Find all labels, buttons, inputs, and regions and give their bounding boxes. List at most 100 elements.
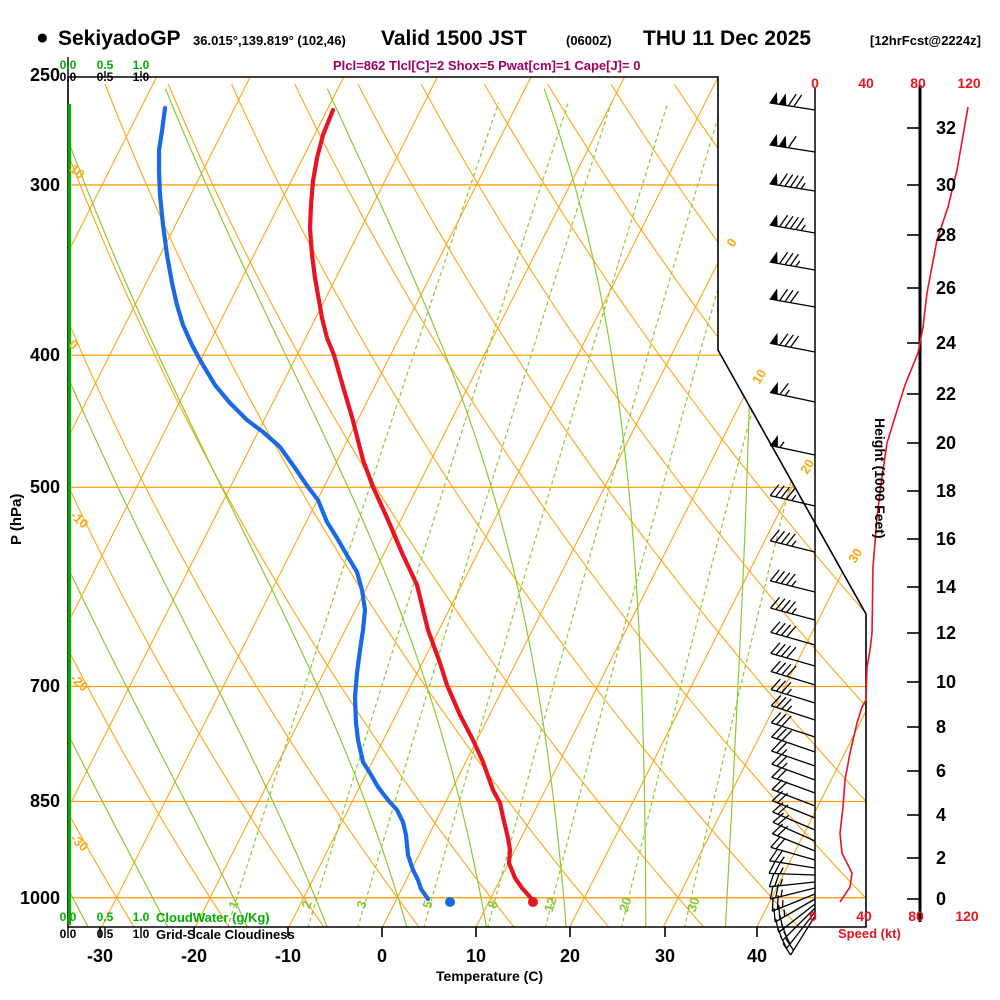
cloudwater-scale-bottom-1.0: 1.0 bbox=[132, 910, 150, 924]
dry-adiabat-70 bbox=[420, 83, 866, 927]
height-axis-title: Height (1000 Feet) bbox=[872, 418, 888, 539]
isotherm--60 bbox=[68, 77, 251, 927]
wind-barb bbox=[769, 251, 816, 271]
dry-adiabat-0 bbox=[68, 83, 421, 927]
temp-label-40: 40 bbox=[746, 946, 768, 966]
dry-adiabat--20 bbox=[68, 83, 231, 927]
temp-label-30: 30 bbox=[654, 946, 676, 966]
height-label-20: 20 bbox=[936, 433, 957, 453]
cloudwater-scale-bottom-0.0: 0.0 bbox=[59, 910, 77, 924]
cloudwater-scale-bottom-0.5: 0.5 bbox=[96, 910, 114, 924]
speed-label-top-0: 0 bbox=[811, 75, 819, 91]
speed-label-bottom-0: 0 bbox=[809, 908, 817, 924]
wind-barb bbox=[769, 435, 816, 456]
dry-adiabat-20 bbox=[104, 83, 611, 927]
mixing-ratio-12 bbox=[544, 102, 773, 927]
wind-barb bbox=[770, 712, 816, 738]
height-label-26: 26 bbox=[936, 278, 957, 298]
mixing-ratio-2 bbox=[307, 102, 569, 927]
surface-temperature-dot bbox=[528, 897, 538, 907]
wind-barb bbox=[771, 779, 816, 807]
height-label-0: 0 bbox=[936, 889, 947, 909]
wind-barb bbox=[772, 812, 816, 842]
cloudiness-scale-bottom-0.0: 0.0 bbox=[59, 927, 77, 941]
speed-label-top-80: 80 bbox=[910, 75, 926, 91]
wind-barb bbox=[771, 790, 816, 819]
mixing-ratio-30 bbox=[683, 102, 866, 927]
wind-barb bbox=[769, 92, 816, 111]
cloudiness-scale-top-0.0: 0.0 bbox=[59, 70, 77, 84]
pressure-label-700: 700 bbox=[29, 676, 60, 696]
dry-adiabat--30 bbox=[68, 83, 136, 927]
forecast-tag: [12hrFcst@2224z] bbox=[870, 33, 981, 48]
valid-time: Valid 1500 JST bbox=[381, 27, 527, 50]
wind-barb bbox=[770, 642, 816, 667]
wind-barb bbox=[769, 173, 816, 192]
dry-adiabat--10 bbox=[68, 83, 326, 927]
isotherm-30 bbox=[662, 77, 866, 927]
mixing-ratio-3 bbox=[357, 102, 612, 927]
pressure-label-850: 850 bbox=[29, 791, 60, 811]
cloudiness-scale-bottom-0.5: 0.5 bbox=[96, 927, 114, 941]
temperature-axis-title: Temperature (C) bbox=[436, 968, 544, 984]
pressure-label-250: 250 bbox=[29, 65, 60, 85]
wind-barb bbox=[769, 134, 816, 153]
wind-barb bbox=[769, 529, 816, 553]
wind-barb bbox=[770, 596, 816, 621]
dry-adiabat-50 bbox=[294, 83, 866, 927]
moist-adiabat-6 bbox=[164, 88, 488, 927]
wind-barb bbox=[771, 753, 816, 781]
dewpoint-curve bbox=[156, 105, 431, 902]
station-coords: 36.015°,139.819° (102,46) bbox=[193, 33, 346, 48]
isotherm--40 bbox=[68, 77, 438, 927]
cloudiness-scale-bottom-1.0: 1.0 bbox=[132, 927, 150, 941]
isotherm--70 bbox=[68, 77, 158, 927]
cloudiness-caption: Grid-Scale Cloudiness bbox=[156, 927, 295, 942]
moist-adiabat-9 bbox=[724, 88, 752, 927]
isotherm-40 bbox=[755, 77, 866, 927]
wind-barb bbox=[771, 766, 816, 794]
speed-label-top-40: 40 bbox=[858, 75, 874, 91]
wind-barb bbox=[769, 288, 816, 308]
wind-barb bbox=[768, 872, 816, 888]
station-name: SekiyadoGP bbox=[58, 27, 181, 50]
temperature-curve bbox=[307, 107, 536, 905]
wind-barb bbox=[782, 915, 816, 956]
wind-barb bbox=[772, 802, 816, 831]
surface-dewpoint-dot bbox=[445, 897, 455, 907]
height-label-16: 16 bbox=[936, 529, 957, 549]
pressure-axis-title: P (hPa) bbox=[8, 493, 25, 545]
isotherm--20 bbox=[194, 77, 626, 927]
wind-barb bbox=[770, 660, 816, 686]
isotherm--30 bbox=[100, 77, 532, 927]
wind-barb bbox=[769, 484, 816, 507]
isotherm--50 bbox=[68, 77, 345, 927]
cloudwater-scale-top-0.5: 0.5 bbox=[96, 58, 114, 72]
speed-label-bottom-80: 80 bbox=[908, 908, 924, 924]
wind-barb bbox=[770, 695, 816, 721]
height-label-12: 12 bbox=[936, 623, 957, 643]
wind-barbs bbox=[768, 92, 816, 956]
dry-adiabat-90 bbox=[547, 83, 866, 927]
mixing-ratio-5 bbox=[423, 102, 669, 927]
station-bullet-icon: ● bbox=[36, 26, 49, 49]
dry-adiabat-40 bbox=[231, 83, 801, 927]
height-label-2: 2 bbox=[936, 848, 947, 868]
temp-label-0: 0 bbox=[376, 946, 388, 966]
stability-indices: Plcl=862 Tlcl[C]=2 Shox=5 Pwat[cm]=1 Cap… bbox=[333, 58, 641, 73]
height-label-30: 30 bbox=[936, 175, 957, 195]
dry-adiabat-80 bbox=[484, 83, 866, 927]
height-label-32: 32 bbox=[936, 118, 957, 138]
speed-label-bottom-40: 40 bbox=[856, 908, 872, 924]
moist-adiabat-5 bbox=[68, 88, 408, 927]
moist-adiabat-8 bbox=[543, 88, 647, 927]
height-label-10: 10 bbox=[936, 672, 957, 692]
valid-date: THU 11 Dec 2025 bbox=[643, 27, 812, 50]
isotherm-20 bbox=[568, 77, 866, 927]
wind-barb bbox=[769, 382, 816, 403]
isotherm--10 bbox=[287, 77, 719, 927]
temp-label--10: -10 bbox=[274, 946, 302, 966]
dry-adiabat-60 bbox=[357, 83, 866, 927]
speed-label-bottom-120: 120 bbox=[955, 908, 979, 924]
